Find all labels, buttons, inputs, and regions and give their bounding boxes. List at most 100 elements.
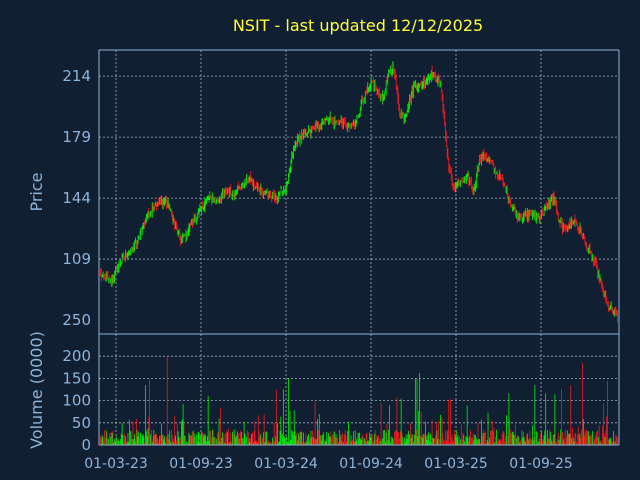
volume-bar [608,438,610,445]
volume-bar [240,430,242,445]
volume-bar [141,435,143,445]
volume-bar [506,415,507,445]
volume-bar [234,429,236,445]
volume-bar [543,435,545,445]
volume-bar [123,442,125,445]
volume-bar [140,432,141,445]
volume-bar [268,442,270,445]
volume-bar [207,396,209,445]
volume-bar [417,436,419,445]
volume-bar [229,441,231,445]
volume-bar [262,438,263,445]
volume-bar [569,433,571,445]
volume-bar [486,440,488,445]
volume-bar [251,433,252,445]
volume-bar [611,441,613,445]
volume-bar [492,431,494,445]
volume-bar [580,437,582,445]
volume-bar [239,432,241,445]
volume-bar [193,437,195,445]
volume-bar [546,441,547,445]
volume-bar [279,431,281,445]
volume-bar [615,434,617,445]
volume-bar [424,433,425,445]
volume-bar [408,430,410,445]
volume-bar [350,435,352,445]
volume-bar [109,433,110,445]
volume-bar [456,437,458,445]
volume-bar [406,439,408,445]
volume-bar [579,433,581,445]
volume-bar [256,440,257,445]
volume-bar [591,435,593,445]
volume-bar [410,437,412,445]
volume-bar [157,442,159,445]
volume-bar [190,436,191,445]
volume-bar [176,440,177,445]
volume-bar [372,434,374,445]
volume-bar [552,441,553,445]
volume-bar [197,431,199,445]
volume-bar [116,440,118,445]
volume-bar [503,432,505,445]
volume-bar [121,423,123,445]
volume-bar [243,421,245,445]
volume-tick-label: 100 [62,392,91,410]
volume-bar [467,437,469,445]
volume-bar [191,432,193,445]
volume-bar [313,436,314,445]
volume-bar [331,438,333,445]
volume-bar [601,442,603,445]
volume-bar [230,432,232,445]
volume-bar [221,432,223,445]
volume-bar [556,441,557,445]
volume-bar [111,433,113,445]
volume-bar [428,432,430,445]
volume-bar [370,433,372,445]
volume-bar [340,434,342,445]
volume-bar [617,437,618,445]
volume-bar [319,435,321,445]
volume-bar [504,441,506,445]
volume-bar [110,432,112,445]
chart-title: NSIT - last updated 12/12/2025 [233,16,483,35]
volume-bar [335,433,337,445]
volume-bar [592,431,593,445]
volume-bar [176,423,178,445]
volume-bar [313,438,315,445]
volume-bar [337,437,339,445]
volume-bar [478,439,480,445]
volume-bar [156,437,158,445]
volume-bar [485,442,487,445]
volume-bar [363,438,364,445]
volume-bar [163,439,165,445]
volume-bar [367,440,369,445]
volume-bar [391,436,393,445]
volume-bar [342,432,344,445]
volume-bar [101,435,103,445]
volume-bar [602,426,603,445]
volume-bar [419,436,421,445]
volume-bar [227,428,229,445]
volume-bar [252,432,253,445]
volume-bar [490,430,491,445]
volume-bar [226,432,228,445]
volume-bar [300,430,302,445]
volume-bar [435,436,436,445]
volume-bar [577,434,578,445]
volume-bar [402,436,404,445]
x-tick-label: 01-03-24 [254,456,318,472]
volume-bar [473,440,475,445]
volume-bar [224,442,226,445]
volume-bar [353,431,354,445]
volume-bar [599,441,601,445]
volume-bar [147,428,149,445]
volume-bar [314,401,316,445]
volume-bar [115,436,117,445]
volume-bar [329,436,331,445]
volume-bar [261,441,262,445]
volume-bar [496,429,497,445]
volume-bar [457,435,459,445]
volume-bar [508,393,510,445]
volume-bar [488,441,490,445]
